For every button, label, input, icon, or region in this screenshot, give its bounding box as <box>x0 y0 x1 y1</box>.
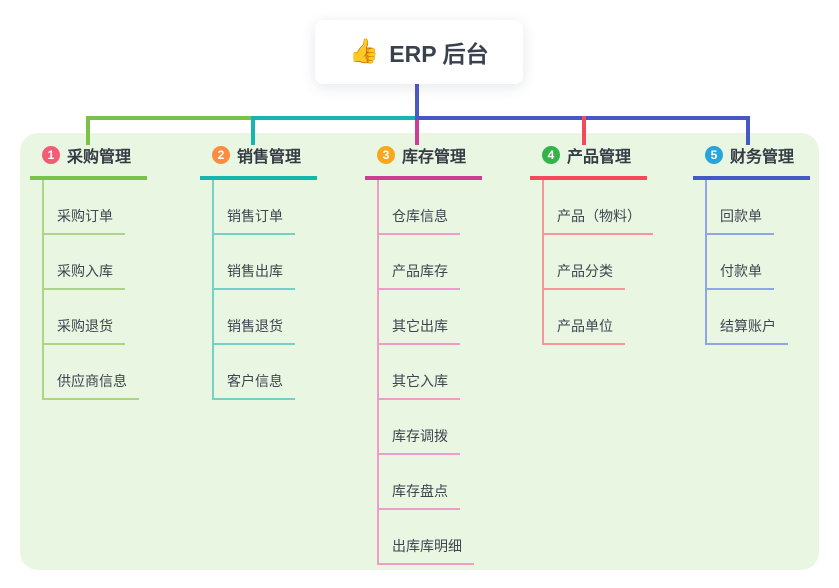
branch-node[interactable]: 4 产品管理 <box>530 143 647 180</box>
child-row: 销售退货 <box>200 290 317 345</box>
root-title: ERP 后台 <box>389 41 489 67</box>
child-row: 供应商信息 <box>30 345 147 400</box>
branch-drop-red <box>582 116 586 145</box>
child-node[interactable]: 供应商信息 <box>42 371 139 400</box>
branch-connector-vertical <box>542 180 544 343</box>
child-row: 库存盘点 <box>365 455 482 510</box>
child-row: 库存调拨 <box>365 400 482 455</box>
child-node[interactable]: 采购订单 <box>42 206 125 235</box>
branch-connector-vertical <box>377 180 379 563</box>
branch-node[interactable]: 5 财务管理 <box>693 143 810 180</box>
branch-number-badge: 5 <box>705 146 723 164</box>
branch-label: 库存管理 <box>402 149 467 166</box>
child-node[interactable]: 其它入库 <box>377 371 460 400</box>
branch-drop-magenta <box>415 120 419 145</box>
child-node[interactable]: 产品单位 <box>542 316 625 345</box>
root-connector-line <box>415 84 419 120</box>
branch-column: 4 产品管理 产品（物料） 产品分类 产品单位 <box>530 143 653 345</box>
child-row: 其它出库 <box>365 290 482 345</box>
branch-label: 财务管理 <box>730 149 795 166</box>
child-row: 客户信息 <box>200 345 317 400</box>
branch-label: 产品管理 <box>567 149 632 166</box>
child-row: 结算账户 <box>693 290 810 345</box>
child-row: 产品单位 <box>530 290 653 345</box>
branch-label: 销售管理 <box>237 149 302 166</box>
branch-connector-vertical <box>42 180 44 398</box>
branches-panel <box>20 133 819 570</box>
child-node[interactable]: 库存盘点 <box>377 481 460 510</box>
child-row: 产品（物料） <box>530 180 653 235</box>
child-row: 仓库信息 <box>365 180 482 235</box>
child-node[interactable]: 采购入库 <box>42 261 125 290</box>
trunk-segment-teal <box>251 116 419 120</box>
branch-connector-vertical <box>705 180 707 343</box>
child-node[interactable]: 销售退货 <box>212 316 295 345</box>
branch-column: 3 库存管理 仓库信息 产品库存 其它出库 其它入库 库存调拨 库存盘点 出库库… <box>365 143 482 565</box>
child-node[interactable]: 产品分类 <box>542 261 625 290</box>
child-node[interactable]: 仓库信息 <box>377 206 460 235</box>
child-node[interactable]: 产品库存 <box>377 261 460 290</box>
branch-node[interactable]: 1 采购管理 <box>30 143 147 180</box>
child-node[interactable]: 结算账户 <box>705 316 788 345</box>
child-node[interactable]: 客户信息 <box>212 371 295 400</box>
child-node[interactable]: 采购退货 <box>42 316 125 345</box>
branch-column: 2 销售管理 销售订单 销售出库 销售退货 客户信息 <box>200 143 317 400</box>
child-row: 其它入库 <box>365 345 482 400</box>
branch-drop-teal <box>251 116 255 145</box>
child-row: 产品库存 <box>365 235 482 290</box>
branch-children: 仓库信息 产品库存 其它出库 其它入库 库存调拨 库存盘点 出库库明细 <box>365 180 482 565</box>
child-row: 产品分类 <box>530 235 653 290</box>
child-row: 出库库明细 <box>365 510 482 565</box>
child-node[interactable]: 付款单 <box>705 261 774 290</box>
child-row: 采购退货 <box>30 290 147 345</box>
child-row: 采购订单 <box>30 180 147 235</box>
branch-connector-vertical <box>212 180 214 398</box>
child-row: 回款单 <box>693 180 810 235</box>
child-node[interactable]: 销售出库 <box>212 261 295 290</box>
branch-number-badge: 4 <box>542 146 560 164</box>
branch-number-badge: 3 <box>377 146 395 164</box>
branch-column: 1 采购管理 采购订单 采购入库 采购退货 供应商信息 <box>30 143 147 400</box>
branch-label: 采购管理 <box>67 149 132 166</box>
branch-number-badge: 2 <box>212 146 230 164</box>
branch-children: 产品（物料） 产品分类 产品单位 <box>530 180 653 345</box>
child-row: 销售订单 <box>200 180 317 235</box>
root-node[interactable]: 👍 ERP 后台 <box>315 20 523 84</box>
branch-node[interactable]: 2 销售管理 <box>200 143 317 180</box>
child-node[interactable]: 回款单 <box>705 206 774 235</box>
branch-number-badge: 1 <box>42 146 60 164</box>
child-node[interactable]: 出库库明细 <box>377 536 474 565</box>
child-row: 采购入库 <box>30 235 147 290</box>
child-node[interactable]: 库存调拨 <box>377 426 460 455</box>
child-row: 销售出库 <box>200 235 317 290</box>
child-node[interactable]: 产品（物料） <box>542 206 653 235</box>
branch-column: 5 财务管理 回款单 付款单 结算账户 <box>693 143 810 345</box>
child-node[interactable]: 其它出库 <box>377 316 460 345</box>
child-row: 付款单 <box>693 235 810 290</box>
branch-children: 销售订单 销售出库 销售退货 客户信息 <box>200 180 317 400</box>
thumbs-up-icon: 👍 <box>349 38 380 65</box>
branch-node[interactable]: 3 库存管理 <box>365 143 482 180</box>
branch-drop-green <box>86 116 90 145</box>
trunk-segment-green <box>86 116 255 120</box>
branch-drop-blue <box>746 116 750 145</box>
child-node[interactable]: 销售订单 <box>212 206 295 235</box>
branch-children: 采购订单 采购入库 采购退货 供应商信息 <box>30 180 147 400</box>
branch-children: 回款单 付款单 结算账户 <box>693 180 810 345</box>
